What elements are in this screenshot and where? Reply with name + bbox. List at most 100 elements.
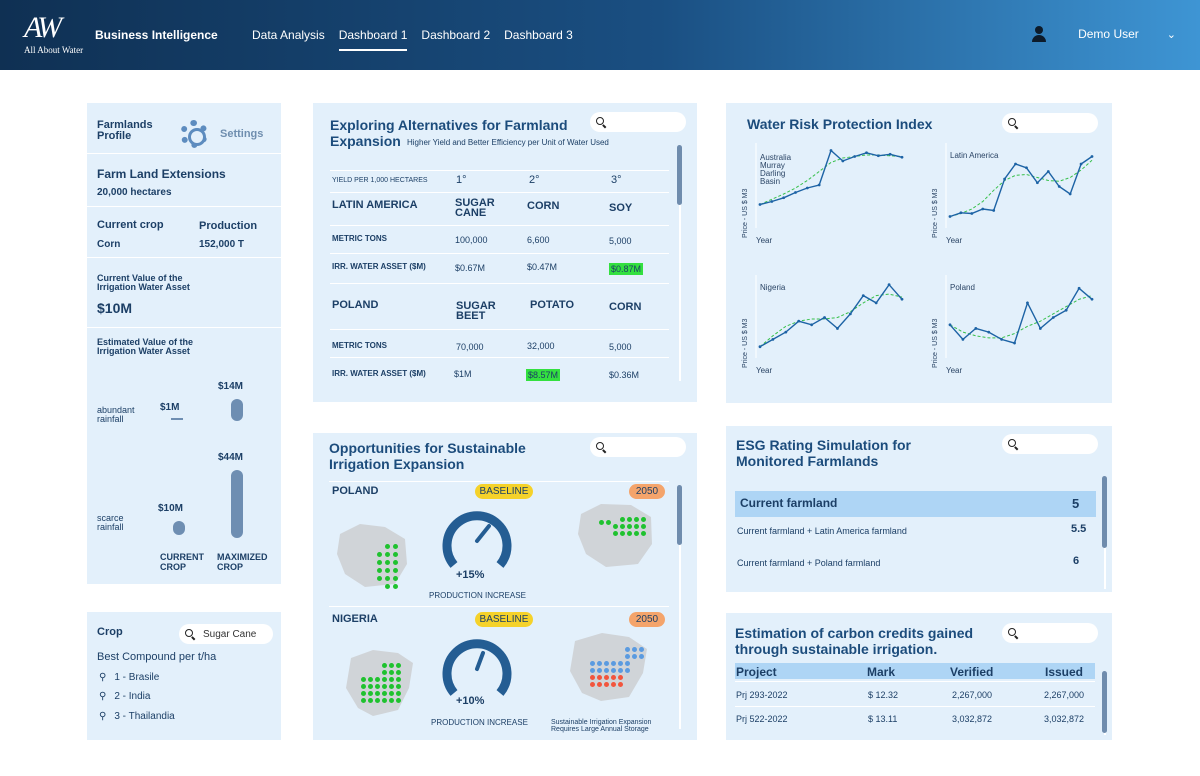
- data-point: [841, 159, 845, 163]
- poland-caption: PRODUCTION INCREASE: [429, 591, 526, 600]
- data-point: [823, 316, 826, 319]
- table-cell: 3,032,872: [1044, 714, 1085, 724]
- metric-value: 100,000: [455, 235, 488, 245]
- esg-search-input[interactable]: [1002, 434, 1098, 454]
- list-item[interactable]: ⚲ 1 - Brasile: [99, 672, 160, 683]
- col-issued[interactable]: Issued: [1045, 665, 1084, 679]
- crop-name: SUGAR CANE: [455, 197, 495, 219]
- chart-region-name: Nigeria: [760, 283, 786, 292]
- irrigation-dot: [368, 698, 373, 703]
- irrigation-dot: [597, 682, 602, 687]
- table-cell: Prj 293-2022: [736, 690, 788, 700]
- scrollbar[interactable]: [677, 145, 682, 205]
- data-point: [1077, 286, 1081, 290]
- irrigation-dot: [606, 520, 611, 525]
- data-point: [810, 323, 814, 327]
- nav-data-analysis[interactable]: Data Analysis: [252, 28, 325, 42]
- gear-icon[interactable]: [180, 120, 208, 148]
- divider: [329, 606, 669, 607]
- col-maximized-crop: MAXIMIZED CROP: [217, 552, 268, 572]
- irrigation-dot: [597, 661, 602, 666]
- irrigation-dot: [634, 517, 639, 522]
- x-axis-label: Year: [946, 366, 963, 375]
- region-poland: POLAND: [332, 299, 379, 311]
- irrigation-dot: [361, 698, 366, 703]
- nav-dashboard-3[interactable]: Dashboard 3: [504, 28, 573, 42]
- country-nigeria: NIGERIA: [332, 613, 378, 625]
- irrigation-dot: [368, 684, 373, 689]
- irrigation-dot: [361, 684, 366, 689]
- abundant-rainfall-label: abundant rainfall: [97, 405, 135, 424]
- data-point: [1090, 297, 1094, 301]
- nigeria-production-pct: +10%: [456, 695, 485, 707]
- irrigation-dot: [611, 682, 616, 687]
- irrigation-dot: [396, 691, 401, 696]
- company-logo[interactable]: AW All About Water: [24, 13, 86, 57]
- irrigation-dot: [634, 531, 639, 536]
- abundant-max-value: $14M: [218, 381, 244, 392]
- data-point: [797, 319, 801, 323]
- divider: [87, 327, 281, 328]
- user-menu[interactable]: Demo User ⌄: [1032, 26, 1176, 42]
- esg-row-label[interactable]: Current farmland + Poland farmland: [737, 558, 881, 568]
- rank-3: 3°: [611, 174, 622, 186]
- data-point: [948, 323, 952, 327]
- esg-row-score: 5.5: [1071, 523, 1087, 535]
- data-point: [1013, 341, 1016, 345]
- opportunities-search-input[interactable]: [590, 437, 686, 457]
- irrigation-dot: [385, 584, 390, 589]
- current-value: $10M: [97, 300, 133, 316]
- estimated-value-label: Estimated Value of the Irrigation Water …: [97, 337, 194, 356]
- wrpi-charts: Australia Murray Darling Basin Year Price - U…: [742, 143, 1094, 375]
- esg-row-label[interactable]: Current farmland + Latin America farmlan…: [737, 526, 907, 536]
- crop-name: SOY: [609, 202, 633, 214]
- scrollbar[interactable]: [1102, 671, 1107, 733]
- irrigation-dot: [613, 531, 618, 536]
- col-verified[interactable]: Verified: [950, 665, 994, 679]
- scrollbar[interactable]: [677, 485, 682, 545]
- nav-dashboard-2[interactable]: Dashboard 2: [421, 28, 491, 42]
- list-item[interactable]: ⚲ 2 - India: [99, 691, 151, 702]
- nav-dashboard-1[interactable]: Dashboard 1: [338, 28, 408, 51]
- scrollbar[interactable]: [1102, 476, 1107, 548]
- abundant-current-bar: [171, 418, 183, 420]
- crop-title: Crop: [97, 626, 123, 638]
- wrpi-search-input[interactable]: [1002, 113, 1098, 133]
- irrigation-dot: [377, 552, 382, 557]
- series-line: [949, 287, 1093, 344]
- irrigation-dot: [639, 647, 644, 652]
- logo-mark: AW: [24, 11, 62, 44]
- metric-value: 6,600: [527, 235, 550, 245]
- carbon-search-input[interactable]: [1002, 623, 1098, 643]
- irrigation-dot: [385, 576, 390, 581]
- irrigation-dot: [639, 654, 644, 659]
- region-latin-america: LATIN AMERICA: [332, 199, 418, 211]
- divider: [330, 225, 669, 226]
- data-point: [1025, 166, 1028, 170]
- irrigation-dot: [396, 684, 401, 689]
- chevron-down-icon[interactable]: ⌄: [1166, 28, 1176, 41]
- crop-search-input[interactable]: Sugar Cane: [179, 624, 273, 644]
- crop-name: CORN: [527, 200, 560, 212]
- irrigation-dot: [590, 682, 595, 687]
- col-mark[interactable]: Mark: [867, 665, 896, 679]
- user-icon: [1032, 26, 1047, 42]
- metric-tons-label: METRIC TONS: [332, 234, 387, 243]
- series-line: [949, 155, 1093, 218]
- esg-row-score: 5: [1072, 496, 1080, 511]
- alternatives-search-input[interactable]: [590, 112, 686, 132]
- data-point: [1079, 162, 1083, 166]
- data-point: [874, 301, 878, 305]
- list-item[interactable]: ⚲ 3 - Thailandia: [99, 711, 175, 722]
- settings-link[interactable]: Settings: [220, 128, 264, 140]
- chart-region-name: Poland: [950, 283, 975, 292]
- irrigation-dot: [385, 552, 390, 557]
- divider: [330, 283, 669, 284]
- esg-row-selected[interactable]: [735, 491, 1096, 517]
- irrigation-dot: [361, 677, 366, 682]
- data-point: [1000, 338, 1004, 341]
- asset-value: $0.36M: [609, 370, 640, 380]
- col-project[interactable]: Project: [736, 665, 777, 679]
- current-crop-value: Corn: [97, 239, 121, 250]
- opportunities-panel: Opportunities for Sustainable Irrigation…: [313, 433, 697, 740]
